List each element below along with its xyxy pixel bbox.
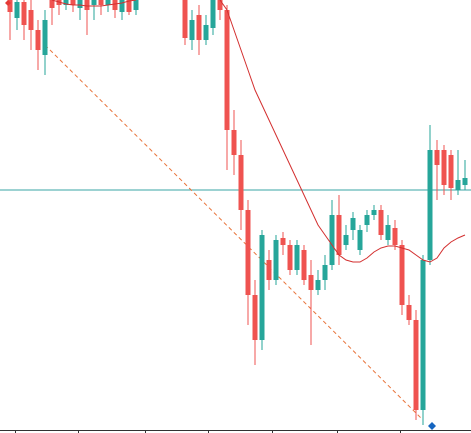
candle-body (294, 245, 300, 270)
candle-body (371, 210, 377, 215)
moving-average (219, 0, 466, 263)
candle-body (287, 245, 293, 270)
candle-body (7, 0, 13, 12)
time-axis-ticks (15, 430, 401, 433)
candle-body (420, 260, 426, 410)
candle-body (49, 0, 55, 8)
candle-body (238, 155, 244, 210)
candle-body (182, 0, 188, 38)
candle-body (42, 20, 48, 55)
signal-marker (5, 0, 11, 6)
candle-body (91, 0, 97, 5)
candle-body (210, 0, 216, 28)
candle-body (119, 0, 125, 12)
candle-body (357, 230, 363, 250)
candle-body (63, 0, 69, 5)
candle-body (35, 30, 41, 50)
candle-body (455, 180, 461, 190)
candle-body (203, 25, 209, 40)
candle-body (84, 0, 90, 10)
candle-body (252, 295, 258, 340)
candle-body (364, 215, 370, 225)
candle-body (462, 178, 468, 185)
signal-marker (428, 422, 436, 430)
candle-body (28, 10, 34, 30)
candle-body (350, 218, 356, 230)
candle-body (126, 0, 132, 12)
candle-body (336, 215, 342, 255)
candle-body (133, 0, 139, 10)
moving-average (51, 0, 137, 7)
candle-body (392, 228, 398, 245)
candle-body (21, 2, 27, 25)
candle-body (378, 210, 384, 235)
candle-body (280, 238, 286, 245)
candle-body (231, 130, 237, 155)
candle-body (77, 0, 83, 8)
candle-body (259, 235, 265, 340)
candle-body (308, 275, 314, 290)
candle-body (105, 0, 111, 5)
candle-body (399, 245, 405, 305)
candle-body (343, 235, 349, 245)
candle-body (413, 320, 419, 410)
candle-body (189, 20, 195, 40)
candle-body (98, 0, 104, 5)
candle-body (441, 150, 447, 185)
candle-body (245, 210, 251, 295)
candle-body (70, 0, 76, 5)
candle-body (434, 150, 440, 165)
candle-body (266, 260, 272, 280)
candle-body (14, 2, 20, 18)
candle-body (273, 240, 279, 280)
candle-body (448, 155, 454, 188)
candle-body (224, 10, 230, 130)
candle-body (385, 225, 391, 240)
trend-line (44, 44, 424, 421)
candle-body (322, 265, 328, 280)
candle-body (427, 150, 433, 260)
candle-body (196, 15, 202, 40)
candle-body (315, 280, 321, 290)
candle-body (301, 250, 307, 280)
candle-body (112, 0, 118, 10)
candle-body (329, 215, 335, 265)
candle-body (406, 305, 412, 320)
candle-body (217, 0, 223, 10)
